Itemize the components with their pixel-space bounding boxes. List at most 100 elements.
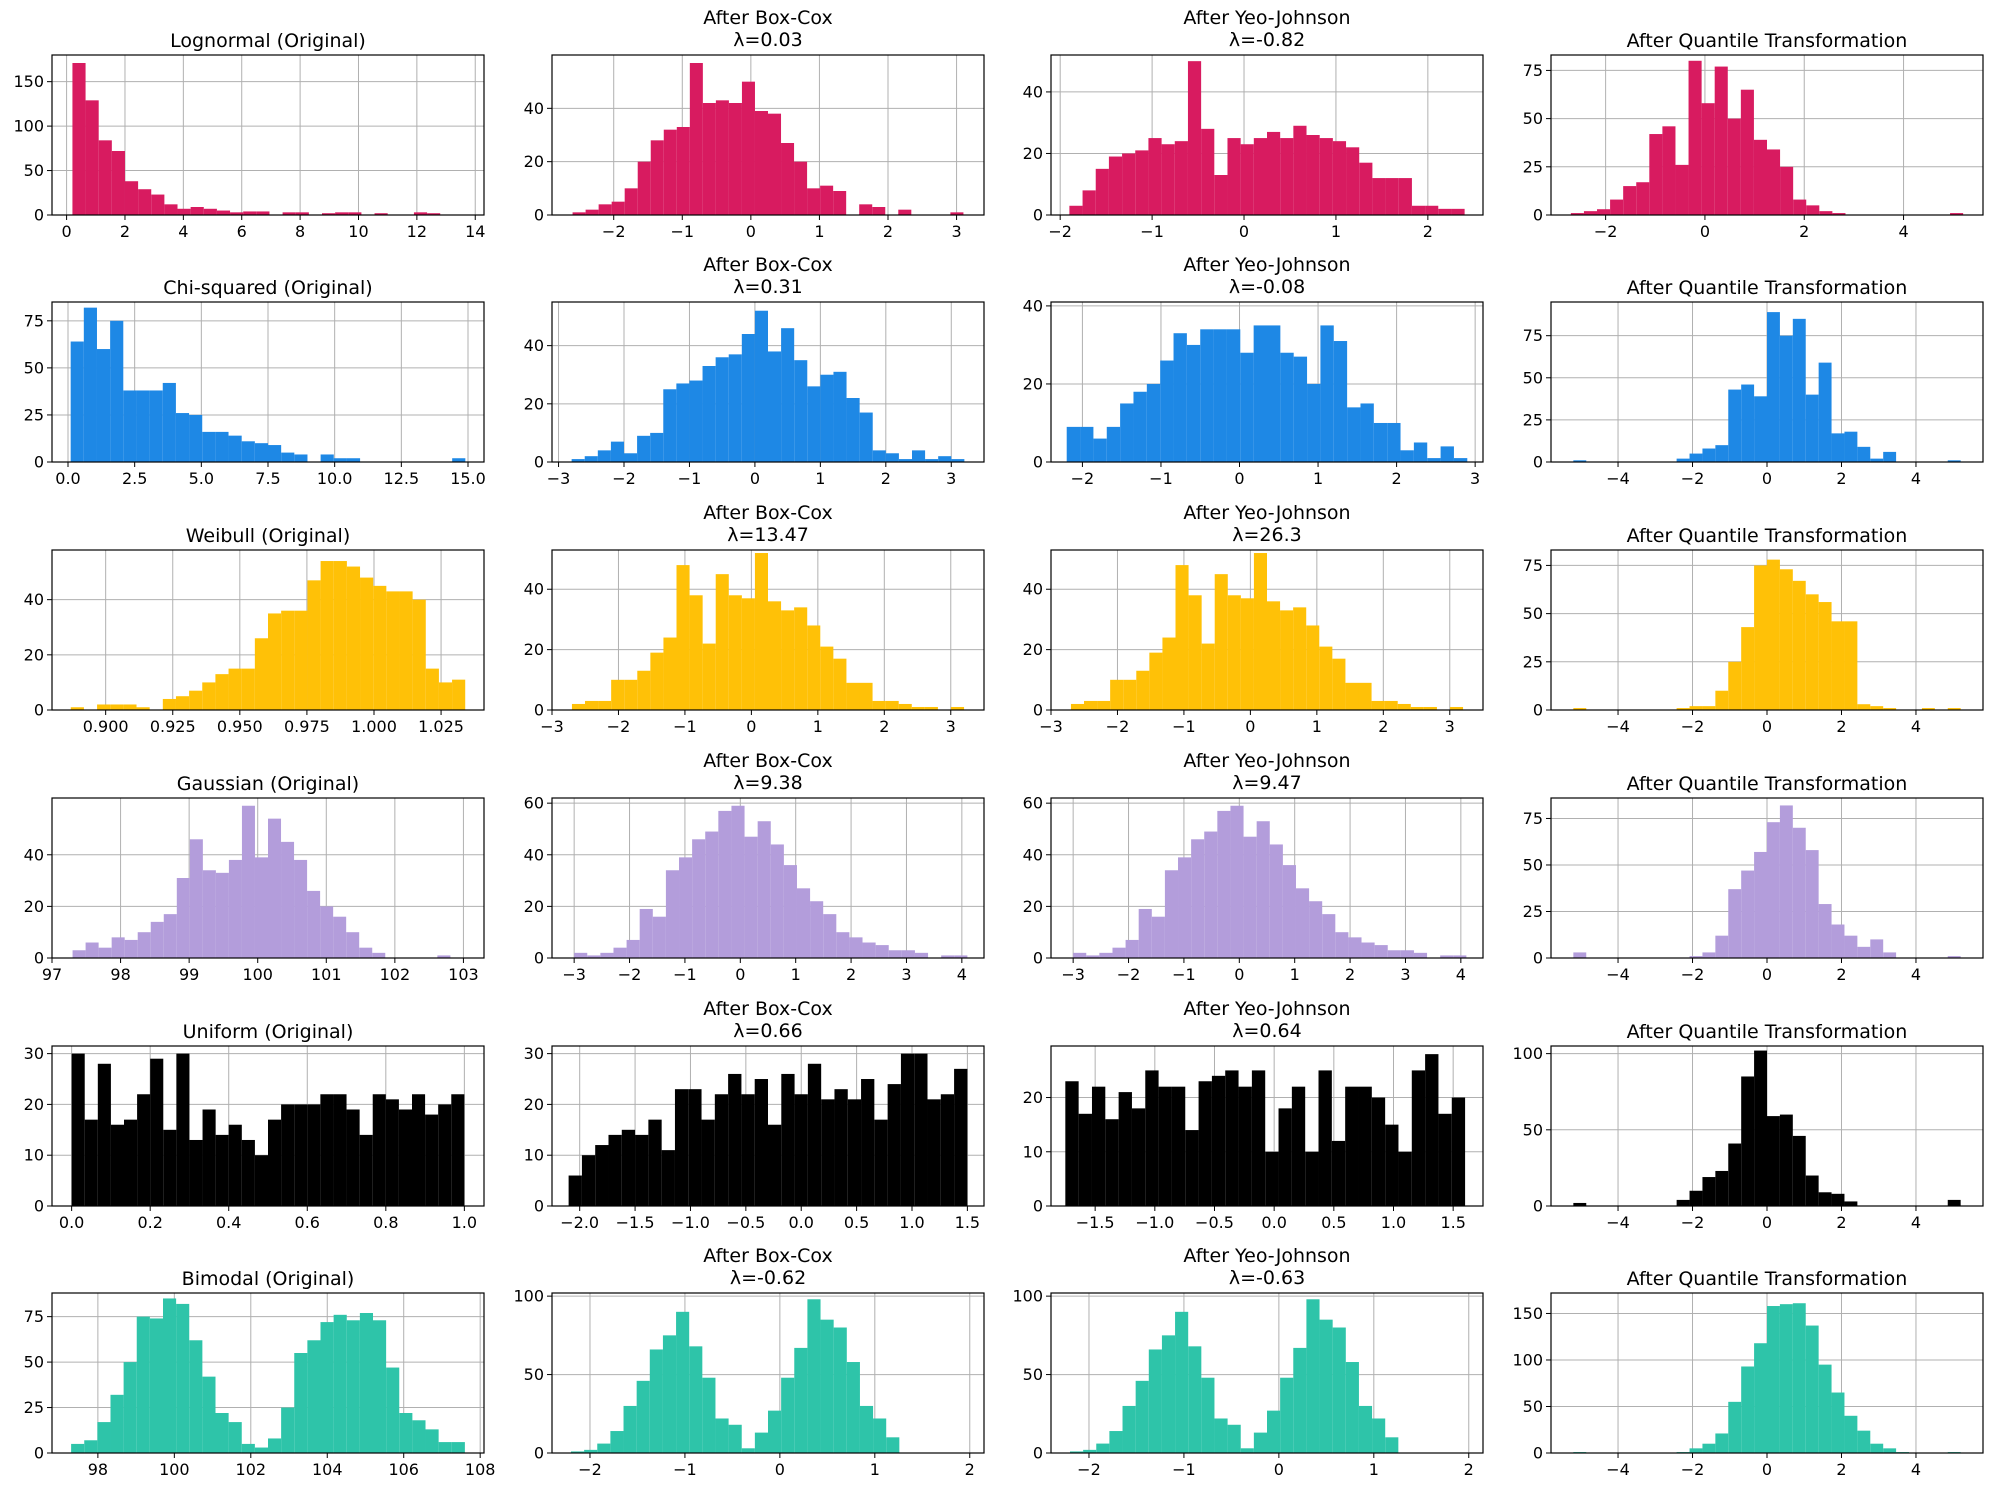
histogram-bar [320,561,334,710]
histogram-bar [639,908,653,958]
x-tick-label: 0 [1234,469,1244,488]
axes-frame [1050,301,1484,463]
histogram-bar [1883,1448,1897,1453]
histogram-bar [162,382,176,462]
x-tick-label: 2 [1345,965,1355,984]
histogram-bar [676,1311,690,1453]
x-tick-label: 103 [448,965,479,984]
histogram-bar [215,872,229,958]
histogram-bar [1792,827,1806,958]
x-tick-label: 14 [465,222,485,241]
histogram-bar [1211,1075,1226,1206]
histogram-bar [954,1068,968,1206]
histogram-bar [1151,916,1165,958]
histogram-bar [1371,1097,1386,1206]
histogram-bar [951,459,965,462]
histogram-bar [425,1429,439,1453]
histogram-bar [1818,1192,1832,1206]
histogram-bar [320,1322,334,1453]
histogram-bar [1844,621,1858,710]
y-tick-label: 20 [524,152,544,171]
histogram-bar [346,1320,360,1453]
x-tick-label: 7.5 [255,469,280,488]
histogram-bar [781,1377,795,1453]
histogram-bar [1198,1081,1212,1206]
y-tick-label: 75 [1523,61,1543,80]
histogram-bar [202,431,216,462]
histogram-bar [322,213,336,215]
histogram-bar [1070,703,1085,710]
histogram-bar [254,1447,268,1453]
histogram-bar [1870,458,1884,462]
chart-title: λ=9.47 [1232,772,1301,794]
histogram-bar [71,1053,85,1206]
histogram-bar [110,320,124,462]
histogram-bar [875,945,889,958]
x-tick-label: −1.5 [1076,1213,1115,1232]
x-tick-label: −4 [1606,1213,1630,1232]
histogram-bar [1230,805,1244,958]
chart-title: After Quantile Transformation [1627,277,1908,299]
histogram-bar [254,443,268,462]
histogram-bar [1688,60,1702,216]
x-tick-label: 2 [881,469,891,488]
histogram-bar [1217,810,1231,958]
y-tick-label: 0 [1533,949,1543,968]
y-tick-label: 100 [13,117,44,136]
histogram-bar [150,1058,164,1206]
histogram-bar [689,1346,703,1453]
y-tick-label: 0 [534,949,544,968]
histogram-bar [652,916,666,958]
histogram-bar [1411,205,1426,215]
x-tick-label: 2 [120,222,130,241]
histogram-bar [70,707,84,710]
histogram-bar [151,194,165,215]
x-tick-label: 1 [813,717,823,736]
y-tick-label: 0 [1033,1197,1043,1216]
chart-title: λ=-0.62 [730,1267,806,1289]
histogram-bar [807,625,821,710]
histogram-bar [124,181,139,215]
histogram-bar [859,412,873,462]
y-tick-label: 0 [534,453,544,472]
histogram-bar [1200,329,1214,462]
x-tick-label: −1 [1149,469,1173,488]
histogram-bar [598,204,612,215]
histogram-bar [425,1114,439,1206]
histogram-bar [1702,448,1716,462]
axes-frame [1050,549,1484,711]
x-tick-label: 99 [179,965,199,984]
histogram-bar [1741,1366,1755,1453]
histogram-bar [1636,182,1650,215]
histogram-bar [1332,1327,1346,1453]
histogram-bar [215,1413,229,1453]
histogram-bar [1099,952,1113,958]
histogram-bar [1097,700,1111,710]
histogram-bar [781,143,795,215]
histogram-bar [1131,1108,1146,1206]
histogram-bar [1345,1362,1359,1453]
histogram-bar [1425,205,1439,215]
x-tick-label: 1 [814,222,824,241]
histogram-bar [1227,138,1241,215]
histogram-bar [1583,211,1598,215]
histogram-bar [705,831,719,958]
histogram-bar [1080,426,1094,462]
histogram-bar [294,1353,308,1453]
histogram-bar [1805,394,1819,462]
histogram-bar [1818,904,1832,958]
histogram-bar [1240,352,1254,462]
histogram-bar [1265,1151,1279,1206]
histogram-bar [872,700,886,710]
histogram-bar [1358,682,1372,710]
histogram-bar [110,1394,124,1453]
x-tick-label: −2 [1106,717,1130,736]
histogram-bar [110,704,124,710]
histogram-bar [1597,209,1611,215]
histogram-bar [72,63,86,215]
histogram-bar [451,1094,465,1206]
histogram-bar [1438,208,1452,215]
x-tick-label: 4 [957,965,967,984]
histogram-bar [821,1099,835,1206]
